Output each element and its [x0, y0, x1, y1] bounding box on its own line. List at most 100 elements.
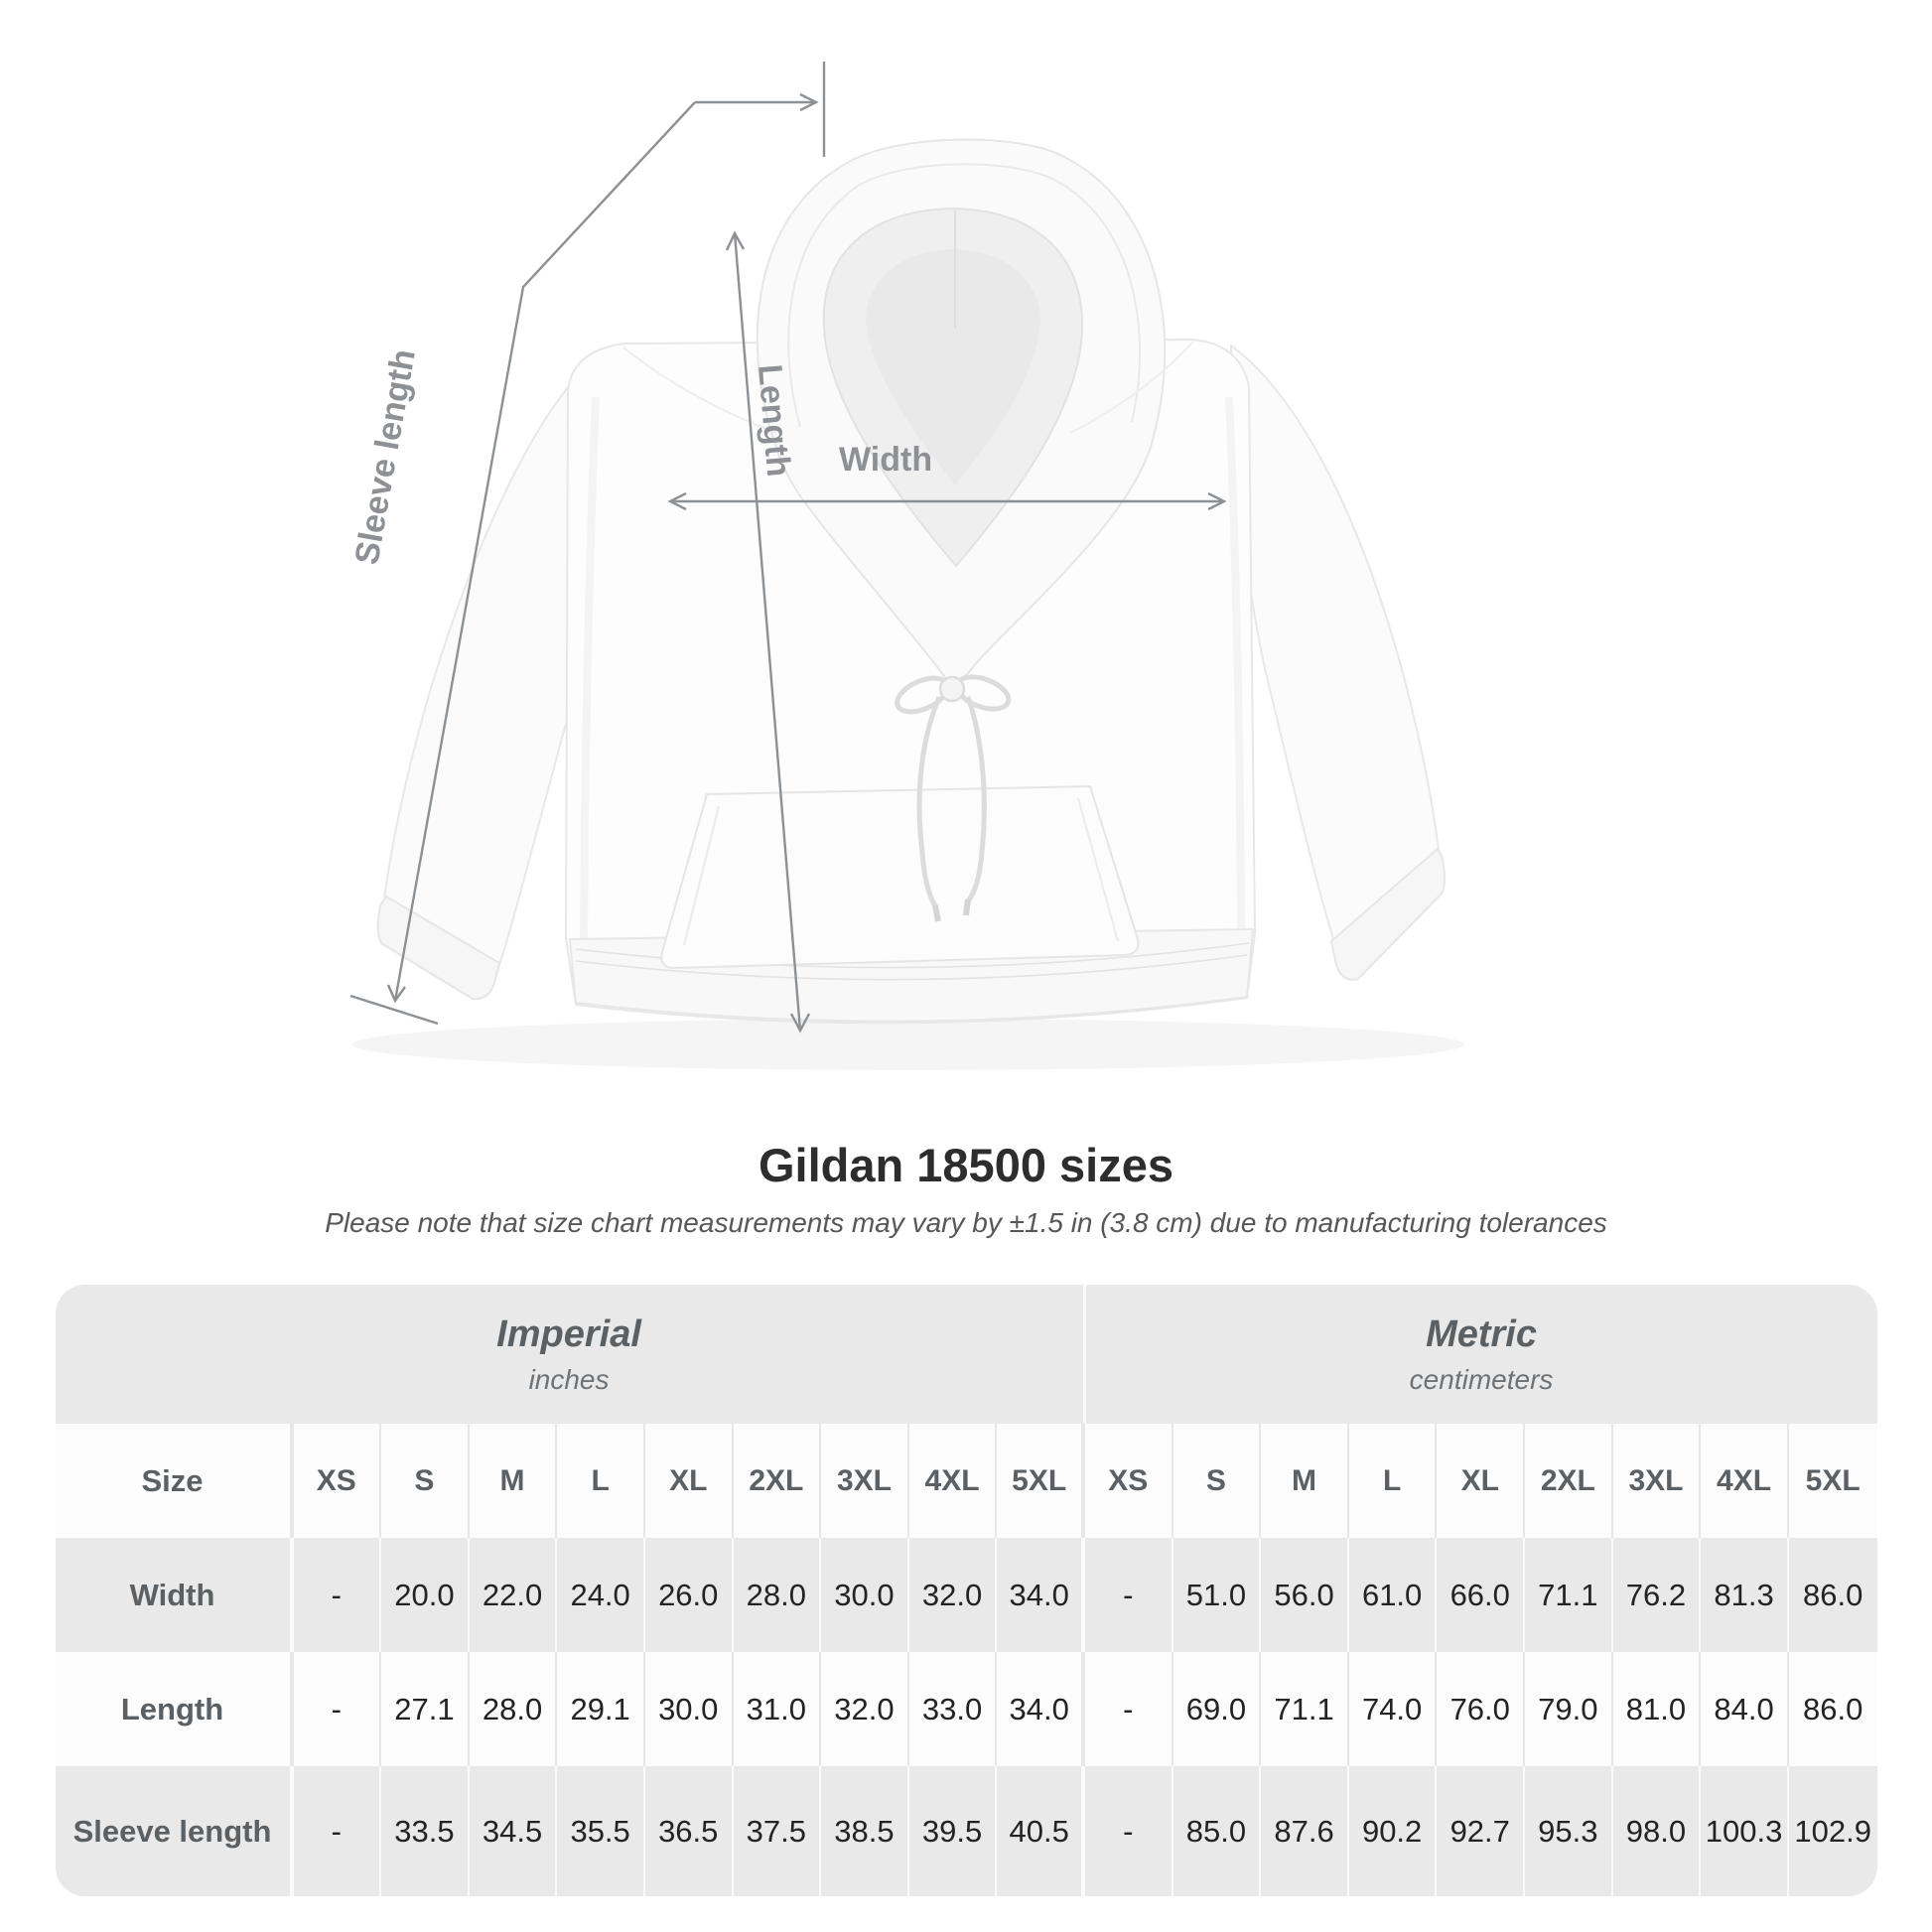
value-cell: - — [294, 1766, 382, 1896]
row-label-sleeve-length: Sleeve length — [56, 1766, 294, 1896]
value-cell: 34.0 — [997, 1538, 1085, 1652]
value-cell: 87.6 — [1261, 1766, 1349, 1896]
value-cell: 31.0 — [734, 1652, 822, 1766]
size-header-cell: 4XL — [909, 1424, 998, 1538]
value-cell: 33.5 — [381, 1766, 470, 1896]
value-cell: 29.1 — [557, 1652, 645, 1766]
tolerance-note: Please note that size chart measurements… — [325, 1207, 1607, 1238]
page-title: Gildan 18500 sizes — [758, 1139, 1174, 1191]
value-cell: 98.0 — [1613, 1766, 1702, 1896]
size-header-cell: 5XL — [1805, 1463, 1861, 1497]
value-cell: - — [1085, 1652, 1173, 1766]
imperial-unit-label: inches — [528, 1363, 610, 1395]
value-cell: 86.0 — [1803, 1691, 1863, 1726]
value-cell: 81.3 — [1701, 1538, 1789, 1652]
value-cell: 28.0 — [470, 1652, 558, 1766]
unit-group-header: Imperial inches Metric centimeters — [55, 1285, 1877, 1424]
value-cell: - — [294, 1538, 382, 1652]
value-cell: 56.0 — [1261, 1538, 1349, 1652]
value-cell: 76.2 — [1613, 1538, 1702, 1652]
value-cell: 69.0 — [1173, 1652, 1262, 1766]
value-cell: 100.3 — [1701, 1766, 1789, 1896]
metric-label: Metric — [1426, 1312, 1537, 1355]
group-header-imperial: Imperial inches — [56, 1285, 1083, 1424]
size-header-cell: XS — [294, 1424, 382, 1538]
value-cell: 28.0 — [734, 1538, 822, 1652]
width-label: Width — [839, 441, 932, 479]
value-cell: 61.0 — [1349, 1538, 1438, 1652]
metric-unit-label: centimeters — [1409, 1363, 1554, 1395]
row-label-width: Width — [56, 1538, 294, 1652]
value-cell: 102.9 — [1794, 1813, 1871, 1849]
measurement-arrows — [349, 62, 1227, 1034]
value-cell: 40.5 — [997, 1766, 1085, 1896]
size-header-cell: 2XL — [1525, 1424, 1613, 1538]
size-header-cell: S — [381, 1424, 470, 1538]
length-label: Length — [751, 363, 797, 479]
value-cell: 36.5 — [645, 1766, 734, 1896]
value-cell: 20.0 — [381, 1538, 470, 1652]
group-header-metric: Metric centimeters — [1082, 1285, 1877, 1424]
table-row-length: Length -27.1 28.0 29.1 30.0 31.0 32.0 33.0 34.0… — [55, 1652, 1877, 1766]
value-cell: 32.0 — [909, 1538, 998, 1652]
size-column-header: Size — [56, 1424, 294, 1538]
value-cell: 85.0 — [1173, 1766, 1262, 1896]
value-cell: 71.1 — [1525, 1538, 1613, 1652]
size-header-cell: 3XL — [1613, 1424, 1702, 1538]
value-cell: 38.5 — [821, 1766, 909, 1896]
value-cell: 33.0 — [909, 1652, 998, 1766]
value-cell: 84.0 — [1701, 1652, 1789, 1766]
hoodie-image: Length Width Sleeve length — [347, 62, 1446, 1034]
value-cell: 24.0 — [557, 1538, 645, 1652]
value-cell: 39.5 — [909, 1766, 998, 1896]
value-cell: 79.0 — [1525, 1652, 1613, 1766]
size-header-cell: M — [470, 1424, 558, 1538]
value-cell: 34.5 — [470, 1766, 558, 1896]
value-cell: - — [294, 1652, 382, 1766]
size-header-cell: L — [1349, 1424, 1438, 1538]
length-arrow — [725, 230, 811, 1034]
value-cell: 30.0 — [821, 1538, 909, 1652]
sleeve-length-arrow — [349, 62, 826, 1026]
imperial-label: Imperial — [496, 1312, 641, 1355]
size-header-cell: XL — [645, 1424, 734, 1538]
value-cell: 66.0 — [1437, 1538, 1526, 1652]
value-cell: 71.1 — [1261, 1652, 1349, 1766]
value-cell: 90.2 — [1349, 1766, 1438, 1896]
value-cell: 86.0 — [1803, 1577, 1863, 1612]
value-cell: 37.5 — [734, 1766, 822, 1896]
value-cell: 22.0 — [470, 1538, 558, 1652]
width-arrow — [667, 491, 1227, 511]
size-header-cell: L — [557, 1424, 645, 1538]
value-cell: 51.0 — [1173, 1538, 1262, 1652]
value-cell: 27.1 — [381, 1652, 470, 1766]
value-cell: 34.0 — [997, 1652, 1085, 1766]
size-header-cell: S — [1173, 1424, 1262, 1538]
size-diagram: Length Width Sleeve length — [347, 62, 1446, 1034]
size-header-cell: 2XL — [734, 1424, 822, 1538]
value-cell: 32.0 — [821, 1652, 909, 1766]
value-cell: 95.3 — [1525, 1766, 1613, 1896]
size-header-cell: M — [1261, 1424, 1349, 1538]
value-cell: 81.0 — [1613, 1652, 1702, 1766]
value-cell: - — [1085, 1538, 1173, 1652]
value-cell: 92.7 — [1437, 1766, 1526, 1896]
row-label-length: Length — [56, 1652, 294, 1766]
value-cell: - — [1085, 1766, 1173, 1896]
table-row-sleeve-length: Sleeve length -33.5 34.5 35.5 36.5 37.5 38.5 3… — [55, 1766, 1877, 1896]
size-header-cell: 3XL — [821, 1424, 909, 1538]
value-cell: 26.0 — [645, 1538, 734, 1652]
value-cell: 76.0 — [1437, 1652, 1526, 1766]
size-header-cell: XL — [1437, 1424, 1526, 1538]
size-header-cell: 5XL — [997, 1424, 1085, 1538]
value-cell: 30.0 — [645, 1652, 734, 1766]
value-cell: 74.0 — [1349, 1652, 1438, 1766]
size-header-cell: 4XL — [1701, 1424, 1789, 1538]
table-row-width: Width -20.0 22.0 24.0 26.0 28.0 30.0 32.0 34.0-… — [55, 1538, 1877, 1652]
size-header-cell: XS — [1085, 1424, 1173, 1538]
value-cell: 35.5 — [557, 1766, 645, 1896]
size-header-row: Size XS S M L XL 2XL 3XL 4XL 5XL XS S M L XL 2XL 3XL 4XL… — [55, 1424, 1877, 1538]
sleeve-length-label: Sleeve length — [347, 346, 422, 567]
size-table: Imperial inches Metric centimeters Size … — [55, 1285, 1877, 1896]
